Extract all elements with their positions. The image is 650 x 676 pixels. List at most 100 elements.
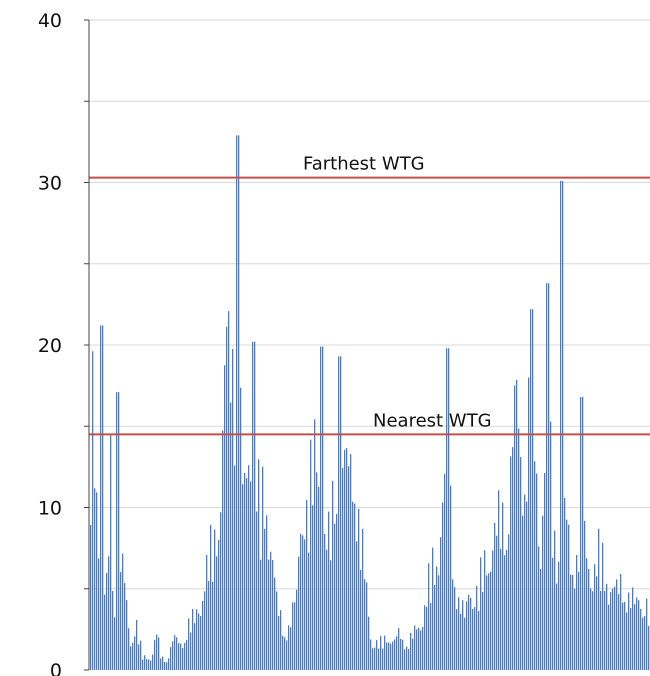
chart-bar: [456, 609, 458, 670]
chart-bar: [254, 341, 256, 670]
chart-bar: [316, 472, 318, 670]
chart-bar: [150, 660, 152, 670]
chart-bar: [290, 627, 292, 670]
chart-bar: [320, 346, 322, 670]
chart-bar: [420, 630, 422, 670]
chart-bar: [616, 579, 618, 670]
chart-bar: [198, 613, 200, 670]
chart-bar: [278, 616, 280, 670]
chart-bar: [516, 379, 518, 670]
chart-bar: [126, 600, 128, 670]
chart-bar: [338, 356, 340, 670]
chart-bar: [480, 557, 482, 670]
chart-bar: [544, 473, 546, 670]
chart-bar: [118, 392, 120, 670]
chart-bar: [196, 609, 198, 670]
chart-bar: [594, 564, 596, 670]
chart-bar: [170, 647, 172, 670]
chart-bar: [474, 607, 476, 670]
chart-bar: [412, 638, 414, 670]
chart-bar: [342, 467, 344, 670]
chart-bar: [136, 619, 138, 670]
chart-bar: [166, 662, 168, 670]
chart-bar: [400, 638, 402, 670]
chart-bar: [498, 490, 500, 670]
chart-bar: [508, 534, 510, 670]
chart-bar: [194, 623, 196, 670]
chart-bar: [620, 573, 622, 670]
chart-bar: [182, 647, 184, 670]
chart-bar: [514, 385, 516, 670]
chart-bar: [242, 484, 244, 670]
chart-bar: [204, 591, 206, 670]
chart-bar: [600, 590, 602, 670]
chart-bar: [390, 643, 392, 670]
chart-bar: [446, 348, 448, 670]
chart-bar: [408, 649, 410, 670]
chart-bar: [162, 656, 164, 670]
chart-bar: [240, 387, 242, 670]
chart-bar: [90, 524, 92, 670]
chart-bar: [562, 180, 564, 670]
chart-bar: [386, 642, 388, 670]
chart-bar: [134, 636, 136, 670]
chart-bar: [246, 478, 248, 670]
chart-bar: [522, 515, 524, 670]
chart-bar: [396, 636, 398, 670]
chart-bar: [464, 617, 466, 670]
farthest-wtg-label: Farthest WTG: [303, 154, 425, 175]
chart-bar: [372, 648, 374, 670]
chart-bar: [568, 524, 570, 670]
chart-bar: [148, 659, 150, 670]
chart-bar: [394, 639, 396, 670]
chart-bar: [272, 560, 274, 670]
chart-bar: [404, 649, 406, 670]
chart-bar: [380, 636, 382, 670]
chart-bar: [542, 515, 544, 670]
chart-bar: [392, 641, 394, 670]
chart-bar: [280, 610, 282, 670]
chart-bar: [476, 585, 478, 670]
reference-lines: Farthest WTG Nearest WTG: [89, 154, 650, 436]
chart-bar: [470, 597, 472, 670]
chart-bar: [486, 575, 488, 670]
chart-bar: [596, 576, 598, 670]
chart-bar: [250, 481, 252, 670]
chart-bar: [606, 583, 608, 670]
chart-bar: [552, 557, 554, 670]
chart-bar: [576, 554, 578, 670]
chart-bar: [556, 583, 558, 670]
chart-bar: [634, 604, 636, 670]
chart-bar: [216, 556, 218, 670]
bars: [90, 135, 650, 670]
chart-bar: [104, 594, 106, 670]
chart-bar: [222, 430, 224, 670]
chart-bar: [482, 591, 484, 670]
chart-bar: [532, 309, 534, 670]
chart-bar: [472, 609, 474, 670]
chart-bar: [100, 325, 102, 670]
chart-bar: [160, 658, 162, 670]
chart-bar: [168, 658, 170, 670]
chart-bar: [184, 642, 186, 670]
chart-bar: [156, 634, 158, 670]
y-tick-label-10: 10: [38, 498, 62, 520]
chart-bar: [618, 594, 620, 670]
chart-bar: [494, 522, 496, 670]
chart-bar: [200, 616, 202, 670]
chart-bar: [268, 559, 270, 670]
chart-bar: [524, 494, 526, 670]
chart-bar: [642, 617, 644, 670]
grid-lines: [89, 19, 650, 590]
chart-bar: [130, 646, 132, 670]
chart-bar: [138, 644, 140, 670]
chart-bar: [360, 569, 362, 670]
chart-bar: [94, 488, 96, 670]
chart-bar: [352, 501, 354, 670]
chart-bar: [92, 351, 94, 670]
chart-bar: [180, 643, 182, 670]
chart-bar: [434, 584, 436, 670]
chart-bar: [638, 600, 640, 670]
chart-bar: [248, 465, 250, 670]
nearest-wtg-label: Nearest WTG: [373, 410, 492, 431]
